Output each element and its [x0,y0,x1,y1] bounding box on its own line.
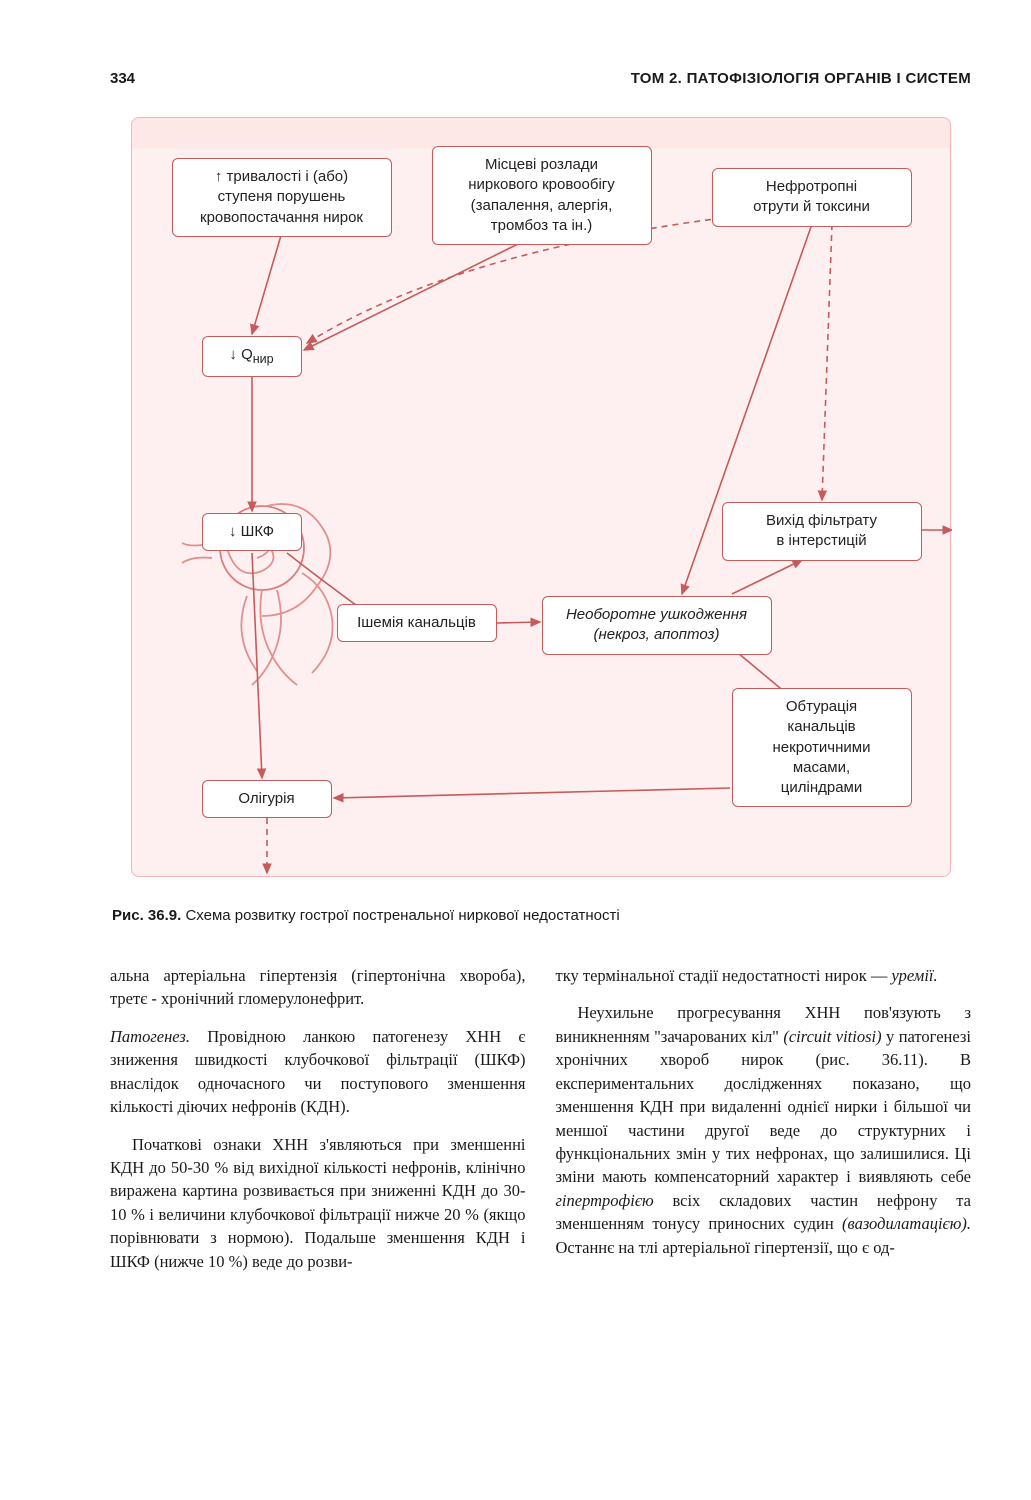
box-filtrate-exit: Вихід фільтратув інтерстицій [722,502,922,561]
p-col2-1a: тку термінальної стадії недостатності ни… [556,966,892,985]
p-col2-2b: (circuit vitiosi) [783,1027,881,1046]
p-col2-2f: (вазодилатацією). [842,1214,971,1233]
body-columns: альна артеріальна гіпертензія (гіпертоні… [110,964,971,1287]
box-shkf: ↓ ШКФ [202,513,302,551]
box-label: Необоротне ушкодження(некроз, апоптоз) [566,606,747,643]
box-label: Обтураціяканальцівнекротичнимимасами,цил… [773,698,871,796]
box-label: ↓ Qнир [229,346,273,363]
p-col2-2g: Останнє на тлі артеріальної гіпертензії,… [556,1238,895,1257]
page-header: 334 ТОМ 2. ПАТОФІЗІОЛОГІЯ ОРГАНІВ І СИСТ… [110,70,971,87]
box-obturation: Обтураціяканальцівнекротичнимимасами,цил… [732,688,912,807]
p-col2-2: Неухильне прогресування ХНН пов'язують з… [556,1001,972,1259]
flowchart-diagram: ↑ тривалості і (або)ступеня порушенькров… [131,117,951,877]
box-label: ↓ ШКФ [229,523,274,540]
page-number: 334 [110,70,135,87]
box-label: Ішемія канальців [357,614,476,631]
caption-label: Рис. 36.9. [112,907,181,924]
lead-pathogenesis: Патогенез. [110,1027,190,1046]
p-col2-2d: гіпертрофією [556,1191,654,1210]
column-right: тку термінальної стадії недостатності ни… [556,964,972,1287]
p-col1-3: Початкові ознаки ХНН з'являються при зме… [110,1133,526,1274]
box-oliguria: Олігурія [202,780,332,818]
box-local-disorders: Місцеві розладиниркового кровообігу(запа… [432,146,652,245]
p-col1-2: Патогенез. Провідною ланкою патогенезу Х… [110,1025,526,1119]
box-nephrotropic-toxins: Нефротропніотрути й токсини [712,168,912,227]
box-blood-supply: ↑ тривалості і (або)ступеня порушенькров… [172,158,392,237]
box-necrosis: Необоротне ушкодження(некроз, апоптоз) [542,596,772,655]
running-title: ТОМ 2. ПАТОФІЗІОЛОГІЯ ОРГАНІВ І СИСТЕМ [631,70,971,87]
box-ischemia: Ішемія канальців [337,604,497,642]
box-q-nir: ↓ Qнир [202,336,302,377]
box-label: Місцеві розладиниркового кровообігу(запа… [468,156,615,234]
box-label: Вихід фільтратув інтерстицій [766,512,877,549]
p-col2-1: тку термінальної стадії недостатності ни… [556,964,972,987]
p-col2-1b: уремії. [892,966,938,985]
p-col2-2c: у патогенезі хронічних хвороб нирок (рис… [556,1027,972,1187]
column-left: альна артеріальна гіпертензія (гіпертоні… [110,964,526,1287]
figure-caption: Рис. 36.9. Схема розвитку гострої постре… [112,907,971,924]
box-label: Олігурія [238,790,294,807]
p-col1-1: альна артеріальна гіпертензія (гіпертоні… [110,964,526,1011]
caption-text: Схема розвитку гострої постренальної нир… [185,907,619,924]
box-label: Нефротропніотрути й токсини [753,178,870,215]
box-label: ↑ тривалості і (або)ступеня порушенькров… [200,168,363,226]
